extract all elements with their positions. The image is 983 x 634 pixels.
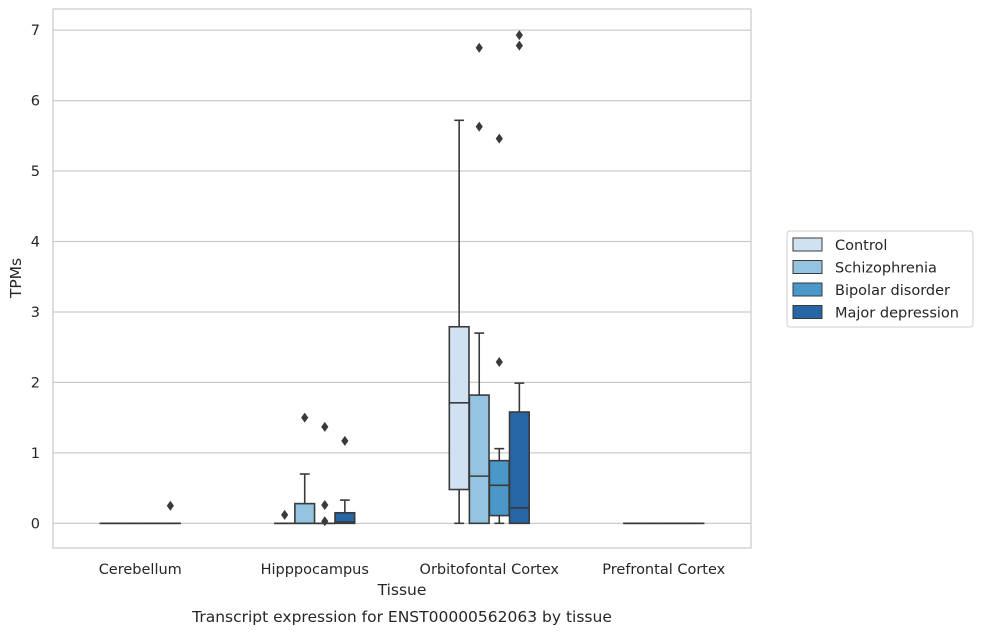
outlier-point — [166, 500, 174, 511]
x-tick-label: Prefrontal Cortex — [602, 562, 725, 578]
box-body — [294, 502, 316, 525]
box-body — [448, 325, 470, 491]
y-tick-labels: 0 1 2 3 4 5 6 7 — [31, 23, 40, 532]
x-axis-title: Tissue — [377, 581, 427, 599]
y-tick-label: 4 — [31, 235, 40, 251]
box-body — [488, 459, 510, 517]
box-schizophrenia — [294, 412, 316, 525]
outlier-point — [341, 435, 349, 446]
outlier-point — [475, 121, 483, 132]
outlier-point — [301, 412, 309, 423]
chart-caption: Transcript expression for ENST0000056206… — [191, 608, 612, 626]
legend-label: Schizophrenia — [835, 261, 937, 277]
legend-label: Major depression — [835, 306, 959, 322]
legend: Control Schizophrenia Bipolar disorder Majo… — [786, 230, 974, 328]
legend-frame — [786, 230, 974, 328]
legend-swatch — [792, 260, 823, 274]
legend-label: Control — [835, 238, 887, 254]
y-tick-label: 6 — [31, 94, 40, 110]
x-tick-label: Orbitofontal Cortex — [420, 562, 560, 578]
legend-swatch — [792, 237, 823, 252]
y-axis-title: TPMs — [7, 258, 25, 299]
x-tick-label: Cerebellum — [99, 562, 182, 578]
grid-lines — [53, 29, 751, 524]
legend-swatch — [792, 305, 823, 319]
legend-item-bipolar-disorder: Bipolar disorder — [792, 282, 950, 299]
box-control — [274, 509, 296, 525]
outlier-point — [281, 509, 289, 520]
outlier-point — [495, 356, 503, 367]
box-major-depression — [334, 435, 356, 525]
outlier-point — [515, 30, 523, 41]
legend-item-control: Control — [792, 237, 887, 254]
box-major-depression — [508, 30, 530, 525]
outlier-point — [321, 421, 329, 432]
y-tick-label: 2 — [31, 375, 40, 391]
plot-frame — [52, 8, 752, 549]
outlier-point — [515, 40, 523, 51]
x-tick-labels: Cerebellum Hipppocampus Orbitofontal Corte… — [99, 562, 726, 578]
y-tick-label: 7 — [31, 23, 40, 39]
legend-label: Bipolar disorder — [835, 283, 950, 299]
box-body — [508, 411, 530, 525]
x-tick-label: Hipppocampus — [261, 562, 369, 578]
y-tick-label: 1 — [31, 446, 40, 462]
box-schizophrenia — [468, 42, 490, 525]
y-tick-label: 3 — [31, 305, 40, 321]
outlier-point — [321, 516, 329, 527]
legend-item-major-depression: Major depression — [792, 305, 959, 322]
outlier-point — [495, 133, 503, 144]
box-body — [468, 394, 490, 525]
y-tick-label: 0 — [31, 516, 40, 532]
outlier-point — [321, 500, 329, 511]
legend-item-schizophrenia: Schizophrenia — [792, 260, 937, 277]
box-series — [99, 30, 705, 527]
box-bipolar-disorder — [314, 421, 336, 527]
y-tick-label: 5 — [31, 164, 40, 180]
box-control — [448, 119, 470, 525]
box-major-depression — [159, 500, 181, 525]
outlier-point — [475, 42, 483, 53]
legend-swatch — [792, 282, 823, 297]
box-body — [334, 511, 356, 525]
box-bipolar-disorder — [488, 133, 510, 525]
